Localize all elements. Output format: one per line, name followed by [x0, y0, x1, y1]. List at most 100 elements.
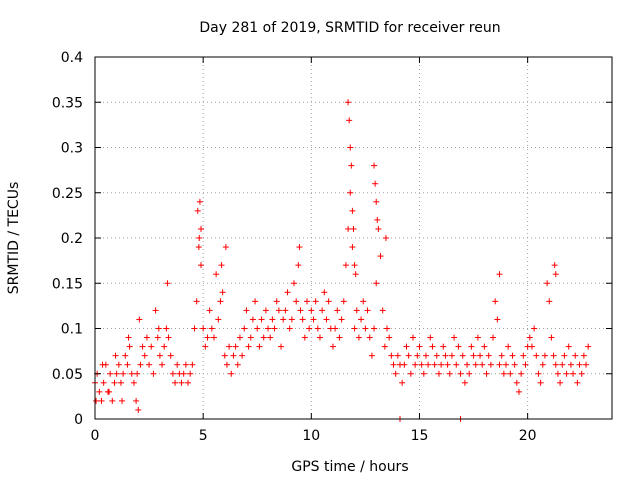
data-point	[401, 361, 408, 368]
data-point	[438, 361, 445, 368]
data-point	[221, 352, 228, 359]
data-point	[122, 352, 129, 359]
data-point	[522, 361, 529, 368]
data-point	[204, 334, 211, 341]
data-point	[503, 361, 510, 368]
data-point	[249, 316, 256, 323]
y-tick-label: 0.3	[61, 141, 83, 157]
data-point	[119, 397, 126, 404]
data-point	[366, 334, 373, 341]
data-point	[405, 352, 412, 359]
data-point	[360, 298, 367, 305]
data-point	[278, 343, 285, 350]
y-tick-label: 0.4	[61, 50, 83, 66]
data-point	[117, 379, 124, 386]
data-point	[155, 325, 162, 332]
x-axis-label: GPS time / hours	[291, 459, 408, 475]
data-point	[197, 262, 204, 269]
data-point	[470, 352, 477, 359]
tick-labels: 0 5 10 15 20 0 0.05 0.1 0.15 0.2 0.25 0.3 0.35 0.4	[52, 50, 537, 444]
data-point	[150, 370, 157, 377]
data-point	[472, 361, 479, 368]
data-point	[93, 397, 100, 404]
data-point	[533, 352, 540, 359]
data-point	[169, 370, 176, 377]
data-point	[146, 361, 153, 368]
data-point	[165, 334, 172, 341]
data-point	[232, 343, 239, 350]
data-point	[213, 271, 220, 278]
data-point	[196, 198, 203, 205]
data-point	[299, 316, 306, 323]
data-point	[217, 298, 224, 305]
data-point	[135, 406, 142, 413]
data-point	[247, 334, 254, 341]
data-point	[418, 361, 425, 368]
data-point	[336, 334, 343, 341]
data-point	[306, 325, 313, 332]
data-point	[284, 289, 291, 296]
data-point	[128, 370, 135, 377]
data-point	[373, 280, 380, 287]
data-point	[152, 307, 159, 314]
data-point	[388, 352, 395, 359]
data-point	[561, 352, 568, 359]
data-point	[583, 361, 590, 368]
data-point	[563, 370, 570, 377]
data-point	[197, 225, 204, 232]
data-point	[368, 352, 375, 359]
data-point	[98, 397, 105, 404]
data-point	[535, 370, 542, 377]
data-point	[159, 361, 166, 368]
data-point	[346, 117, 353, 124]
data-point	[345, 99, 352, 106]
data-point	[120, 370, 127, 377]
y-tick-label: 0.05	[52, 367, 83, 383]
data-point	[189, 361, 196, 368]
data-point	[99, 361, 106, 368]
data-point	[518, 370, 525, 377]
data-point	[222, 244, 229, 251]
data-point	[230, 352, 237, 359]
data-point	[490, 334, 497, 341]
data-point	[258, 316, 265, 323]
data-point	[265, 325, 272, 332]
data-point	[141, 352, 148, 359]
data-point	[481, 343, 488, 350]
data-point	[416, 343, 423, 350]
data-point	[164, 280, 171, 287]
data-point	[133, 397, 140, 404]
data-point	[319, 307, 326, 314]
data-point	[206, 307, 213, 314]
data-point	[580, 352, 587, 359]
data-point	[498, 352, 505, 359]
data-point	[352, 271, 359, 278]
data-point	[483, 370, 490, 377]
data-point	[377, 253, 384, 260]
data-point	[180, 370, 187, 377]
data-point	[271, 325, 278, 332]
data-point	[178, 379, 185, 386]
data-point	[208, 325, 215, 332]
y-tick-label: 0.35	[52, 95, 83, 111]
data-point	[161, 343, 168, 350]
x-tick-label: 15	[411, 428, 429, 444]
data-point	[474, 334, 481, 341]
data-point	[550, 352, 557, 359]
data-point	[500, 370, 507, 377]
data-point	[455, 343, 462, 350]
data-point	[477, 352, 484, 359]
data-point	[552, 361, 559, 368]
data-point	[565, 343, 572, 350]
data-point	[567, 361, 574, 368]
data-point	[412, 361, 419, 368]
data-point	[351, 325, 358, 332]
data-point	[552, 271, 559, 278]
data-point	[559, 361, 566, 368]
data-point	[451, 334, 458, 341]
data-point	[572, 352, 579, 359]
data-point	[505, 343, 512, 350]
data-point	[218, 262, 225, 269]
data-point	[107, 370, 114, 377]
y-tick-label: 0.25	[52, 186, 83, 202]
